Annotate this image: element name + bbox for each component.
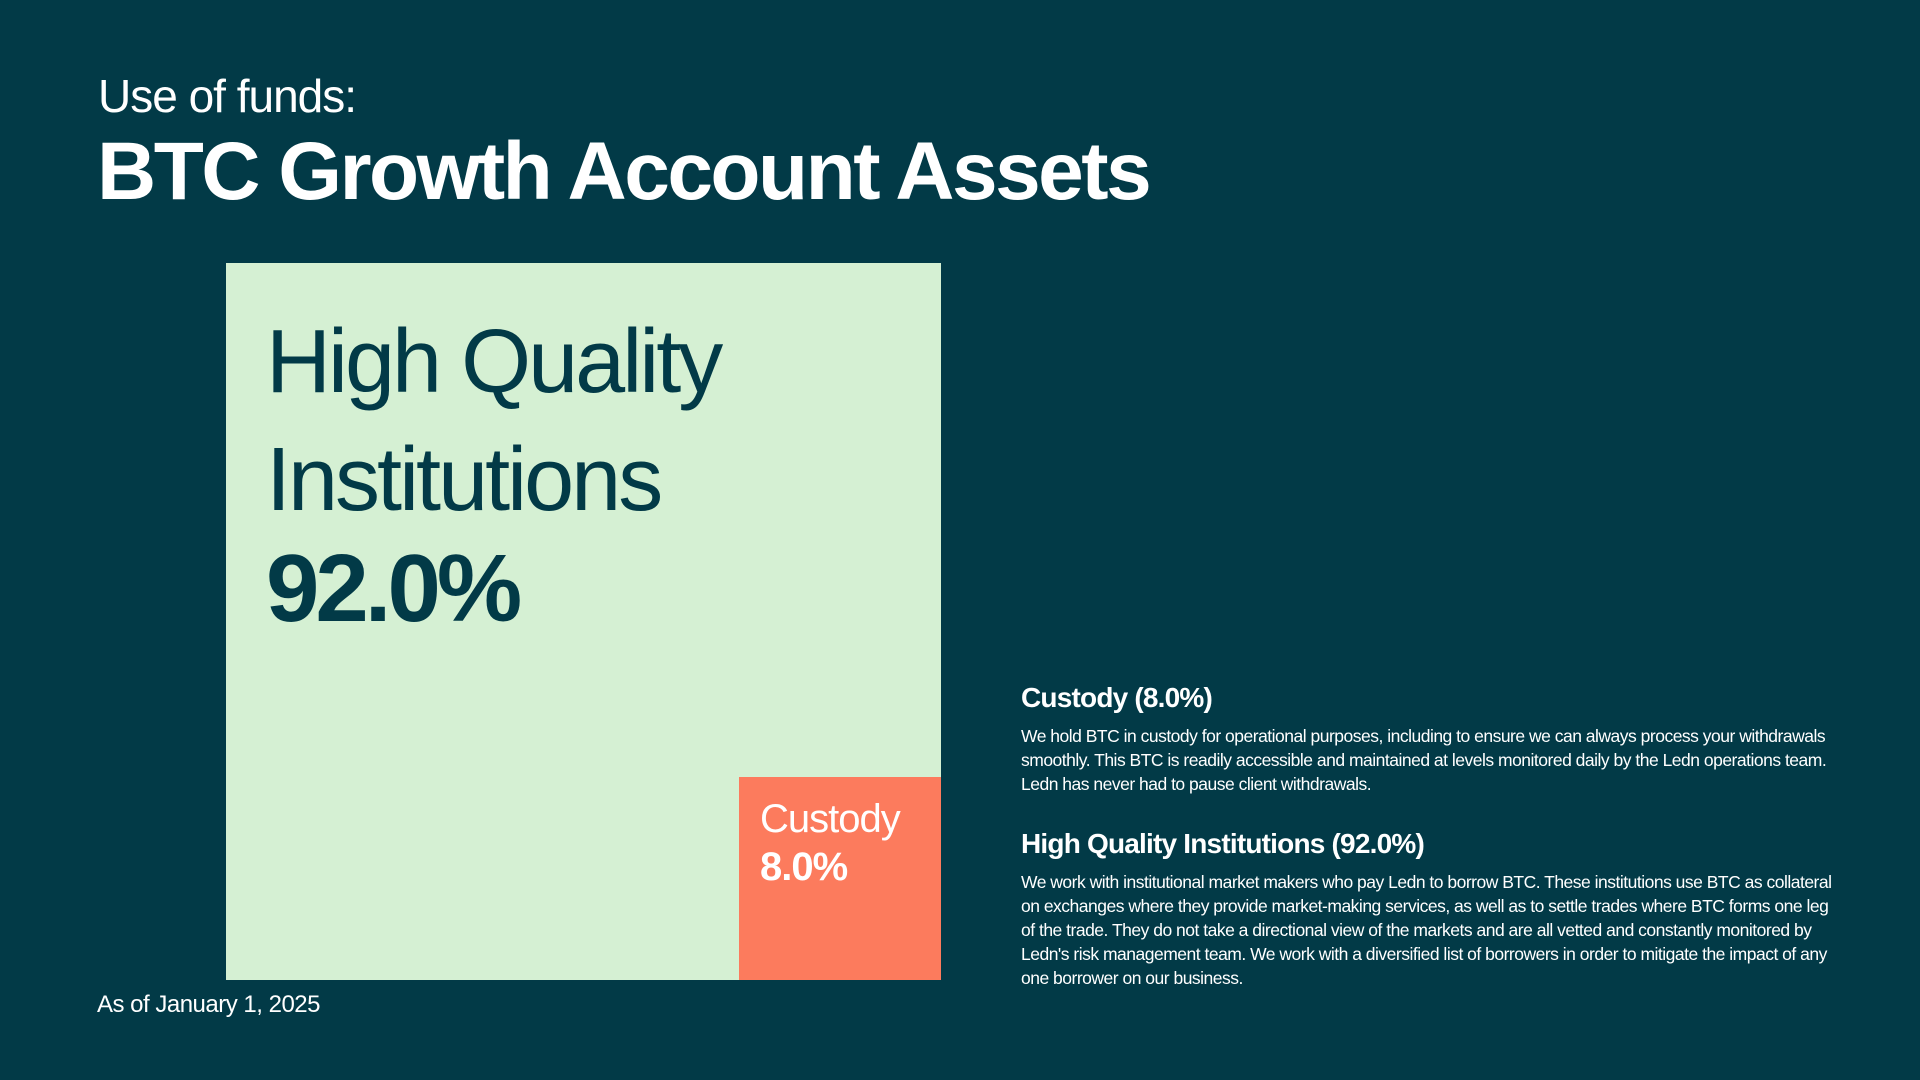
tile-value-high-quality-institutions: 92.0% (266, 535, 522, 642)
tile-label-custody: Custody (759, 796, 901, 841)
tile-value-custody: 8.0% (759, 844, 848, 889)
note-body: We hold BTC in custody for operational p… (1021, 726, 1827, 794)
note-high-quality-institutions: High Quality Institutions (92.0%) We wor… (1021, 824, 1841, 990)
note-title: High Quality Institutions (92.0%) (1021, 828, 1425, 859)
page-title: BTC Growth Account Assets (97, 126, 1152, 217)
tile-label-high-quality-institutions: High Quality Institutions (266, 312, 723, 530)
note-body: We work with institutional market makers… (1021, 872, 1832, 988)
as-of-date: As of January 1, 2025 (97, 991, 320, 1018)
note-custody: Custody (8.0%) We hold BTC in custody fo… (1021, 678, 1841, 796)
tile-high-quality-institutions: High Quality Institutions 92.0% (226, 263, 941, 980)
notes-panel: Custody (8.0%) We hold BTC in custody fo… (1021, 678, 1841, 1018)
page-eyebrow: Use of funds: (98, 70, 357, 122)
tile-custody: Custody 8.0% (738, 776, 941, 980)
note-title: Custody (8.0%) (1021, 682, 1213, 713)
treemap-chart: High Quality Institutions 92.0% Custody … (226, 263, 941, 980)
